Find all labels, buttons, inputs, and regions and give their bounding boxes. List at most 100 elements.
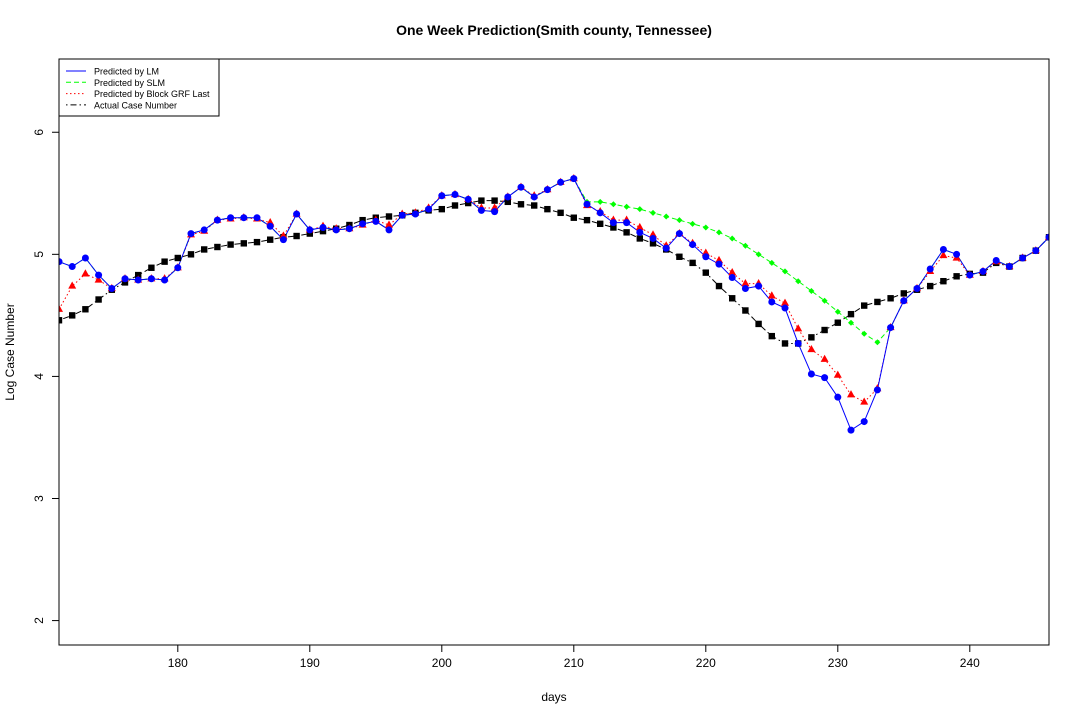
data-point (873, 386, 881, 394)
data-point (108, 285, 116, 293)
data-point (847, 310, 855, 318)
data-point (253, 238, 261, 246)
data-point (359, 220, 367, 228)
series-line-0 (59, 178, 1049, 431)
data-point (174, 264, 182, 272)
data-point (913, 285, 921, 293)
data-point (214, 243, 221, 251)
data-point (676, 253, 683, 260)
data-point (266, 222, 274, 230)
legend-label: Actual Case Number (94, 100, 177, 110)
data-point (597, 220, 604, 228)
data-point (716, 229, 722, 236)
data-point (94, 275, 103, 283)
data-point (715, 282, 723, 290)
data-point (95, 271, 103, 279)
data-point (755, 251, 762, 258)
data-point (82, 306, 89, 313)
data-point (623, 229, 630, 236)
data-point (1005, 263, 1013, 271)
data-point (385, 220, 393, 228)
data-point (834, 319, 841, 326)
data-point (833, 370, 842, 378)
data-point (623, 203, 630, 210)
x-tick-label: 220 (696, 656, 716, 670)
data-point (359, 216, 366, 224)
data-point (557, 209, 564, 217)
data-point (174, 254, 181, 262)
data-point (1032, 247, 1040, 255)
data-point (279, 236, 287, 244)
data-point (345, 225, 353, 233)
data-point (438, 205, 445, 213)
y-tick-label: 3 (32, 495, 46, 502)
data-point (702, 224, 709, 231)
data-point (201, 246, 208, 253)
data-point (953, 273, 960, 280)
data-point (253, 214, 261, 222)
data-point (121, 279, 129, 286)
data-point (689, 241, 697, 249)
data-point (332, 226, 340, 234)
data-point (860, 418, 868, 426)
data-point (147, 275, 155, 283)
data-point (861, 302, 868, 309)
data-point (821, 374, 829, 382)
y-tick-label: 2 (32, 617, 46, 624)
axes: 180 190 200 210 220 230 240 2 3 4 5 6 (32, 129, 980, 670)
chart-title: One Week Prediction(Smith county, Tennes… (396, 22, 712, 38)
data-point (689, 259, 696, 267)
data-point (213, 216, 221, 224)
data-point (663, 213, 670, 220)
data-point (570, 214, 577, 221)
series-layer (59, 174, 1049, 434)
data-point (649, 240, 657, 247)
data-point (847, 390, 855, 398)
data-point (517, 201, 525, 208)
series-line (59, 200, 1049, 344)
data-point (610, 201, 617, 208)
series-markers-2 (59, 174, 1049, 405)
data-point (491, 197, 498, 204)
data-point (306, 226, 314, 234)
data-point (939, 245, 947, 253)
data-point (635, 222, 644, 231)
data-point (583, 216, 591, 224)
x-tick-label: 230 (828, 656, 848, 670)
data-point (676, 217, 683, 224)
data-point (623, 219, 631, 227)
data-point (874, 339, 881, 346)
data-point (597, 198, 604, 205)
data-point (953, 250, 961, 258)
data-point (609, 219, 617, 227)
data-point (583, 200, 591, 208)
legend-label: Predicted by LM (94, 67, 159, 77)
data-point (491, 208, 499, 216)
series-line-3 (59, 200, 1049, 344)
data-point (636, 228, 644, 236)
data-point (742, 307, 749, 314)
data-point (649, 234, 657, 242)
y-tick-label: 4 (32, 373, 46, 380)
series-markers-0 (59, 175, 1049, 434)
data-point (385, 226, 393, 234)
data-point (782, 268, 788, 275)
series-line-1 (59, 178, 1049, 343)
data-point (848, 319, 854, 326)
data-point (847, 426, 855, 434)
data-point (68, 281, 77, 289)
data-point (293, 210, 301, 218)
data-point (319, 223, 327, 231)
data-point (557, 178, 565, 186)
data-point (768, 259, 775, 266)
data-point (372, 217, 380, 225)
data-point (821, 297, 828, 304)
data-point (781, 340, 789, 347)
x-tick-label: 200 (432, 656, 452, 670)
data-point (477, 206, 485, 214)
data-point (438, 192, 446, 200)
data-point (319, 227, 327, 235)
data-point (68, 263, 76, 271)
data-point (860, 397, 869, 405)
x-tick-label: 210 (564, 656, 584, 670)
